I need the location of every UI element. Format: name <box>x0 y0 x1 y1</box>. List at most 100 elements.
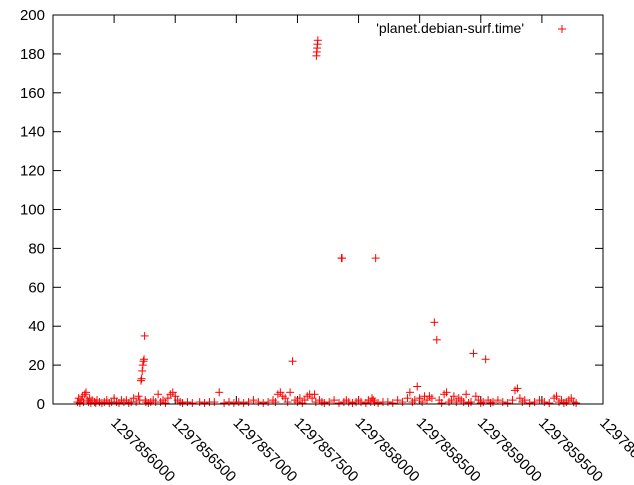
data-point <box>254 398 263 407</box>
data-point <box>239 399 248 408</box>
data-point <box>310 390 319 399</box>
data-point <box>481 355 490 364</box>
data-point <box>338 254 347 263</box>
x-tick-label: 1297856500 <box>168 414 239 485</box>
data-point <box>449 392 458 401</box>
data-point <box>369 396 378 405</box>
y-tick-label: 80 <box>28 240 45 257</box>
data-point <box>520 396 529 405</box>
axis-ticks <box>53 14 604 405</box>
data-point <box>508 396 517 405</box>
data-point <box>134 392 143 401</box>
data-point <box>503 399 512 408</box>
data-point <box>249 396 258 405</box>
data-point <box>244 398 253 407</box>
data-point <box>357 398 365 407</box>
x-tick-label: 1297858000 <box>352 414 423 485</box>
data-point <box>295 394 304 403</box>
data-point <box>335 399 343 408</box>
data-point <box>479 398 488 407</box>
data-point <box>513 384 522 393</box>
data-point <box>462 390 471 399</box>
data-point <box>161 399 170 408</box>
data-point <box>137 376 145 385</box>
data-point <box>80 390 89 399</box>
y-tick-label: 20 <box>28 357 45 374</box>
legend-marker <box>558 25 566 33</box>
data-point <box>383 398 392 407</box>
data-point <box>525 399 534 408</box>
x-tick-label: 1297856000 <box>107 414 178 485</box>
data-point <box>286 388 295 397</box>
legend: 'planet.debian-surf.time' <box>376 20 566 36</box>
data-point <box>427 394 436 403</box>
data-point <box>82 388 90 397</box>
data-point <box>140 331 149 340</box>
data-point <box>493 396 502 405</box>
x-tick-label: 1297858500 <box>413 414 484 485</box>
data-point <box>139 357 148 366</box>
data-point <box>467 398 475 407</box>
data-point <box>552 392 561 401</box>
data-point <box>183 398 192 407</box>
data-point <box>371 254 380 263</box>
data-point <box>178 399 187 408</box>
data-point <box>348 399 357 408</box>
x-tick-label: 1297857000 <box>230 414 301 485</box>
data-point <box>200 399 209 408</box>
x-tick-label: 1297857500 <box>291 414 362 485</box>
data-point <box>154 390 163 399</box>
data-point <box>398 398 407 407</box>
data-point <box>264 398 273 407</box>
data-points <box>73 36 581 408</box>
data-point <box>374 399 383 408</box>
data-point <box>210 398 219 407</box>
data-point <box>469 349 478 358</box>
data-point <box>138 361 147 370</box>
data-point <box>540 398 549 407</box>
data-point <box>132 398 141 407</box>
y-tick-label: 100 <box>20 202 45 219</box>
y-tick-label: 60 <box>28 279 45 296</box>
data-point <box>405 388 414 397</box>
data-point <box>418 398 427 407</box>
data-point <box>271 398 280 407</box>
data-point <box>393 396 402 405</box>
data-point <box>215 388 224 397</box>
plot-frame <box>52 14 604 405</box>
data-point <box>220 399 229 408</box>
data-point <box>259 399 268 408</box>
data-point <box>535 396 544 405</box>
data-point <box>403 394 412 403</box>
y-tick-label: 180 <box>20 46 45 63</box>
y-tick-label: 40 <box>28 318 45 335</box>
y-tick-label: 140 <box>20 124 45 141</box>
data-point <box>498 398 507 407</box>
data-point <box>410 396 419 405</box>
data-point <box>140 355 149 364</box>
data-point <box>370 398 379 407</box>
data-point <box>225 398 233 407</box>
data-point <box>320 399 329 408</box>
data-point <box>530 398 539 407</box>
data-point <box>344 398 353 407</box>
y-tick-labels: 0 20 40 60 80 100 120 140 160 180 200 <box>20 7 45 413</box>
y-tick-label: 160 <box>20 85 45 102</box>
data-point <box>572 399 581 408</box>
x-tick-labels: 1297856000129785650012978570001297857500… <box>107 414 634 485</box>
data-point <box>413 382 422 391</box>
data-point <box>442 388 451 397</box>
data-point <box>229 399 238 408</box>
data-point <box>137 374 146 383</box>
data-point <box>545 399 554 408</box>
data-point <box>195 398 204 407</box>
y-tick-label: 200 <box>20 7 45 24</box>
data-point <box>288 357 297 366</box>
data-point <box>489 398 497 407</box>
data-point <box>330 396 339 405</box>
data-point <box>138 366 147 375</box>
data-point <box>188 399 197 408</box>
data-point <box>432 335 441 344</box>
x-tick-label: 1297859000 <box>474 414 545 485</box>
